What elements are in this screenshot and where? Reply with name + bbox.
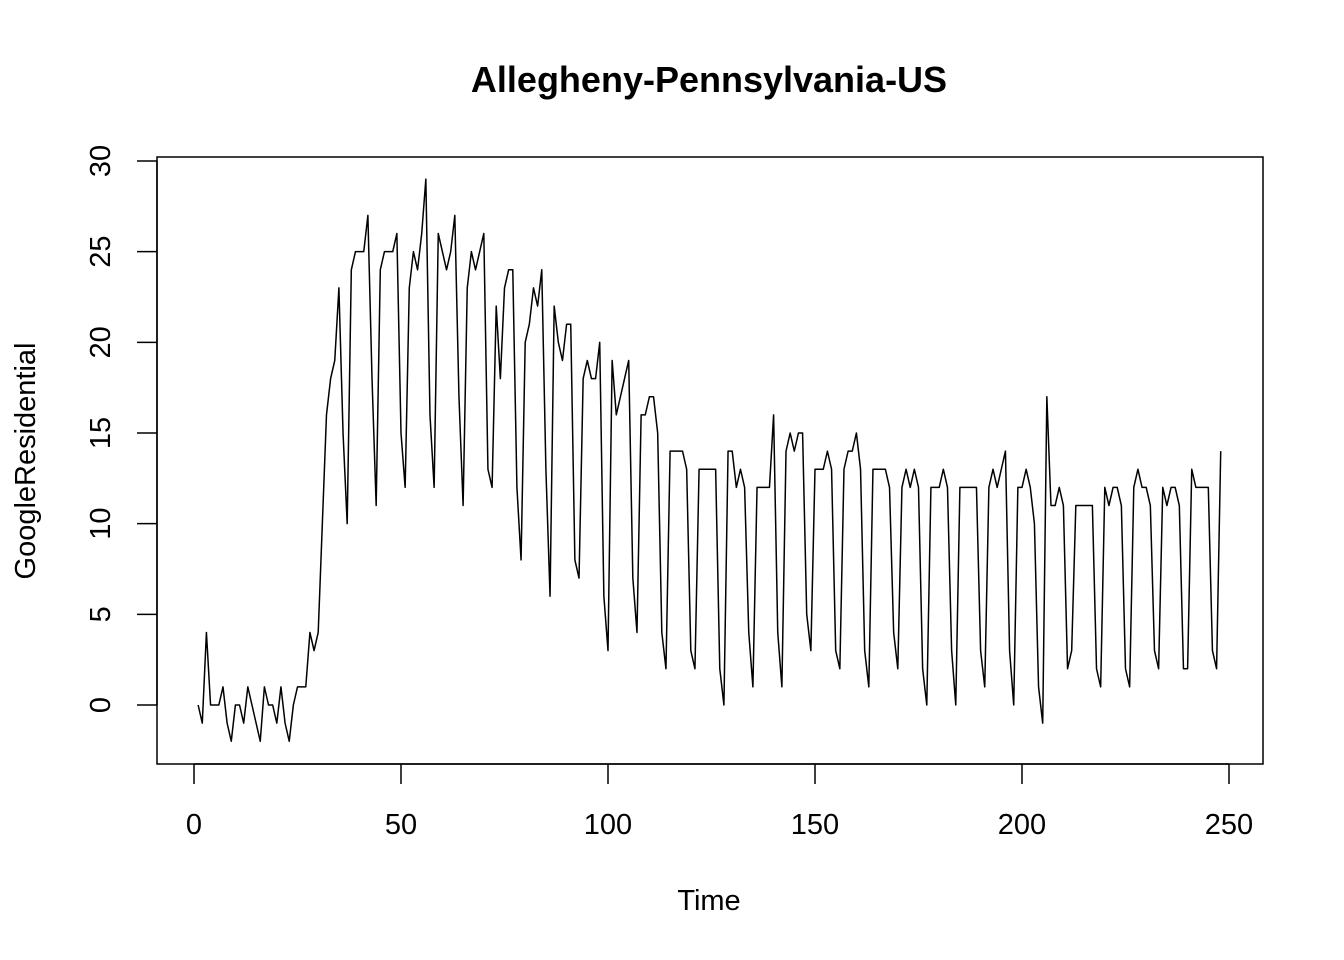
y-tick-label: 15 [85, 417, 117, 449]
x-tick-label: 100 [584, 809, 632, 841]
x-tick-label: 150 [791, 809, 839, 841]
x-axis-label: Time [677, 885, 740, 917]
y-tick-label: 10 [85, 508, 117, 540]
y-axis: 0 5 10 15 20 25 30 [85, 145, 158, 713]
x-tick-label: 0 [186, 809, 202, 841]
x-tick-label: 200 [998, 809, 1046, 841]
y-tick-label: 5 [85, 606, 117, 622]
y-tick-label: 20 [85, 326, 117, 358]
x-axis: 0 50 100 150 200 250 [186, 763, 1253, 841]
x-tick-label: 250 [1205, 809, 1253, 841]
chart-title: Allegheny-Pennsylvania-US [471, 59, 947, 100]
y-tick-label: 0 [85, 697, 117, 713]
y-tick-label: 30 [85, 145, 117, 177]
x-tick-label: 50 [385, 809, 417, 841]
series-line [197, 178, 1222, 743]
y-tick-label: 25 [85, 236, 117, 268]
y-axis-label: GoogleResidential [10, 343, 42, 580]
